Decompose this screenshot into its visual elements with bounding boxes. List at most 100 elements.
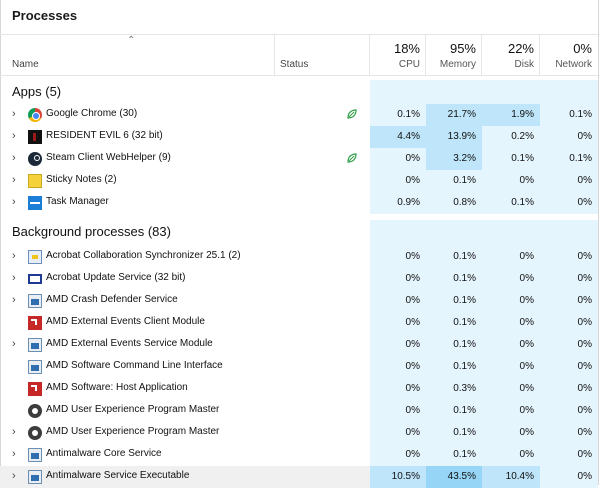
process-row[interactable]: AMD External Events Client Module 0% 0.1% 0… xyxy=(0,312,598,334)
column-divider[interactable] xyxy=(369,35,370,75)
column-header-cpu[interactable]: 18% CPU xyxy=(370,35,426,75)
chevron-right-icon[interactable]: › xyxy=(12,426,16,438)
heat-band xyxy=(482,220,540,248)
network-value: 0% xyxy=(540,290,598,312)
column-header-network[interactable]: 0% Network xyxy=(540,35,598,75)
heat-band xyxy=(540,80,598,108)
cpu-value: 4.4% xyxy=(370,126,426,148)
process-row[interactable]: › Sticky Notes (2) 0% 0.1% 0% 0% xyxy=(0,170,598,192)
cpu-value: 0% xyxy=(370,268,426,290)
task-manager-icon xyxy=(28,196,42,210)
column-divider[interactable] xyxy=(425,35,426,75)
network-total-percent: 0% xyxy=(573,41,592,56)
disk-value: 0% xyxy=(482,422,540,444)
network-value: 0% xyxy=(540,444,598,466)
process-row[interactable]: › Task Manager 0.9% 0.8% 0.1% 0% xyxy=(0,192,598,214)
memory-value: 3.2% xyxy=(426,148,482,170)
cpu-total-percent: 18% xyxy=(393,41,420,56)
process-row[interactable]: › AMD User Experience Program Master 0% 0.1… xyxy=(0,422,598,444)
network-label: Network xyxy=(555,59,592,70)
memory-value: 43.5% xyxy=(426,466,482,488)
network-value: 0% xyxy=(540,378,598,400)
cpu-value: 0% xyxy=(370,290,426,312)
cpu-value: 0% xyxy=(370,334,426,356)
chevron-right-icon[interactable]: › xyxy=(12,174,16,186)
disk-value: 0% xyxy=(482,170,540,192)
process-row[interactable]: › AMD External Events Service Module 0% 0.1… xyxy=(0,334,598,356)
process-row[interactable]: › Steam Client WebHelper (9) 0% 3.2% 0.1% 0.1… xyxy=(0,148,598,170)
network-value: 0% xyxy=(540,246,598,268)
chevron-right-icon[interactable]: › xyxy=(12,108,16,120)
section-heading: Background processes (83) xyxy=(12,224,171,239)
memory-value: 0.1% xyxy=(426,312,482,334)
column-header-disk[interactable]: 22% Disk xyxy=(482,35,540,75)
process-row[interactable]: › Acrobat Update Service (32 bit) 0% 0.1% 0%… xyxy=(0,268,598,290)
memory-total-percent: 95% xyxy=(449,41,476,56)
process-row[interactable]: › RESIDENT EVIL 6 (32 bit) 4.4% 13.9% 0.2% 0% xyxy=(0,126,598,148)
network-value: 0.1% xyxy=(540,104,598,126)
memory-value: 0.1% xyxy=(426,290,482,312)
heat-band xyxy=(482,80,540,108)
column-divider[interactable] xyxy=(481,35,482,75)
column-divider[interactable] xyxy=(274,35,275,75)
cpu-value: 0% xyxy=(370,400,426,422)
chevron-right-icon[interactable]: › xyxy=(12,294,16,306)
disk-value: 0% xyxy=(482,290,540,312)
heat-band xyxy=(370,220,426,248)
column-header-name[interactable]: Name xyxy=(12,59,39,70)
disk-value: 0% xyxy=(482,378,540,400)
disk-value: 0.1% xyxy=(482,148,540,170)
cpu-value: 0% xyxy=(370,246,426,268)
process-name: AMD User Experience Program Master xyxy=(46,426,220,437)
divider xyxy=(0,75,600,76)
network-value: 0% xyxy=(540,422,598,444)
memory-value: 0.1% xyxy=(426,356,482,378)
process-row[interactable]: AMD Software Command Line Interface 0% 0.1… xyxy=(0,356,598,378)
network-value: 0% xyxy=(540,192,598,214)
process-row[interactable]: › Antimalware Service Executable 10.5% 43.5… xyxy=(0,466,598,488)
disk-value: 0% xyxy=(482,444,540,466)
process-row[interactable]: AMD User Experience Program Master 0% 0.1%… xyxy=(0,400,598,422)
amd-icon xyxy=(28,316,42,330)
disk-label: Disk xyxy=(514,59,534,70)
sort-ascending-icon[interactable]: ⌃ xyxy=(127,35,136,46)
chevron-right-icon[interactable]: › xyxy=(12,152,16,164)
process-row[interactable]: AMD Software: Host Application 0% 0.3% 0% 0% xyxy=(0,378,598,400)
disk-value: 0.2% xyxy=(482,126,540,148)
column-header-memory[interactable]: 95% Memory xyxy=(426,35,482,75)
process-name: AMD External Events Client Module xyxy=(46,316,205,327)
column-header-status[interactable]: Status xyxy=(280,59,309,70)
network-value: 0% xyxy=(540,356,598,378)
acrobat-sync-icon xyxy=(28,250,42,264)
chevron-right-icon[interactable]: › xyxy=(12,250,16,262)
cpu-value: 0.1% xyxy=(370,104,426,126)
process-row[interactable]: › Antimalware Core Service 0% 0.1% 0% 0% xyxy=(0,444,598,466)
chevron-right-icon[interactable]: › xyxy=(12,196,16,208)
process-name: AMD User Experience Program Master xyxy=(46,404,220,415)
process-name: AMD Software: Host Application xyxy=(46,382,188,393)
chevron-right-icon[interactable]: › xyxy=(12,470,16,482)
cpu-value: 0% xyxy=(370,356,426,378)
chrome-icon xyxy=(28,108,42,122)
efficiency-mode-leaf-icon xyxy=(347,153,357,163)
process-row[interactable]: › Google Chrome (30) 0.1% 21.7% 1.9% 0.1% xyxy=(0,104,598,126)
chevron-right-icon[interactable]: › xyxy=(12,272,16,284)
memory-value: 0.1% xyxy=(426,268,482,290)
process-row[interactable]: › AMD Crash Defender Service 0% 0.1% 0% 0% xyxy=(0,290,598,312)
cpu-value: 0% xyxy=(370,422,426,444)
cpu-label: CPU xyxy=(398,59,420,70)
gear-icon xyxy=(28,404,42,418)
network-value: 0% xyxy=(540,466,598,488)
efficiency-mode-leaf-icon xyxy=(347,109,357,119)
column-divider[interactable] xyxy=(539,35,540,75)
memory-value: 0.1% xyxy=(426,400,482,422)
chevron-right-icon[interactable]: › xyxy=(12,338,16,350)
heat-band xyxy=(540,220,598,248)
chevron-right-icon[interactable]: › xyxy=(12,448,16,460)
process-name: Antimalware Core Service xyxy=(46,448,162,459)
process-row[interactable]: › Acrobat Collaboration Synchronizer 25.1… xyxy=(0,246,598,268)
disk-total-percent: 22% xyxy=(507,41,534,56)
cpu-value: 0.9% xyxy=(370,192,426,214)
chevron-right-icon[interactable]: › xyxy=(12,130,16,142)
heat-band xyxy=(426,80,482,108)
